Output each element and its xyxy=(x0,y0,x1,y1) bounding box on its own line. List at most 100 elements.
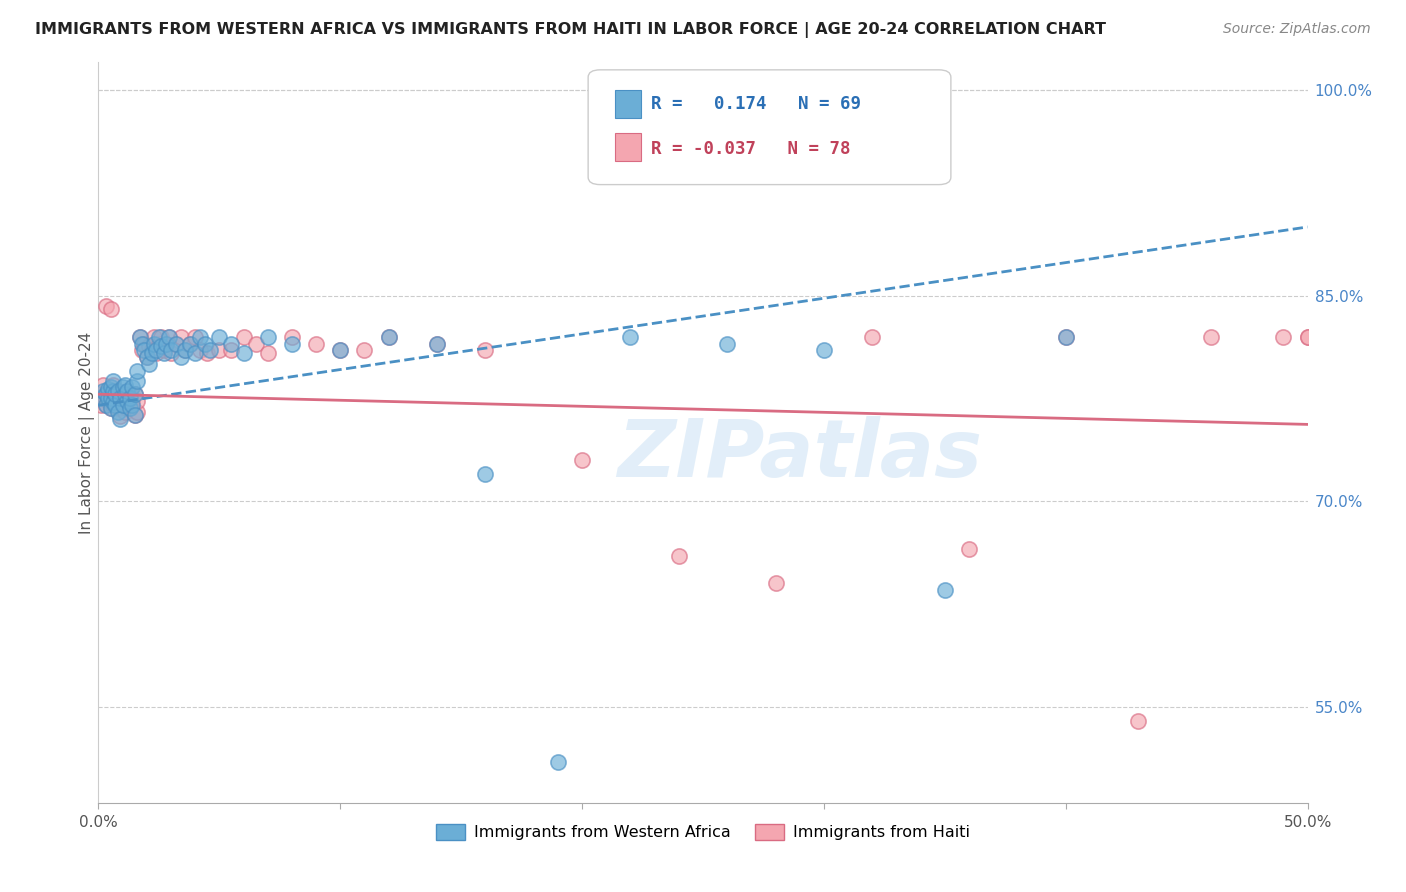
Point xyxy=(90,398,112,412)
Point xyxy=(208,329,231,343)
Point xyxy=(329,343,352,358)
Point xyxy=(94,387,117,401)
Point xyxy=(114,387,136,401)
Point xyxy=(150,339,173,353)
Point xyxy=(104,385,127,400)
Point xyxy=(145,343,167,358)
Point xyxy=(127,405,149,419)
Point xyxy=(377,329,399,343)
Point xyxy=(143,336,166,351)
Point xyxy=(107,384,129,399)
Point xyxy=(114,394,136,409)
Point xyxy=(155,336,177,351)
Point xyxy=(221,343,243,358)
Point xyxy=(377,329,399,343)
Point xyxy=(94,398,117,412)
Point xyxy=(104,398,127,412)
Point xyxy=(619,329,641,343)
Point xyxy=(188,329,211,343)
Point xyxy=(118,398,141,412)
Point xyxy=(1128,714,1150,728)
Point xyxy=(174,343,197,358)
Point xyxy=(169,329,191,343)
Point xyxy=(108,387,131,401)
Point xyxy=(107,392,129,406)
Point xyxy=(165,336,187,351)
Point xyxy=(101,398,124,412)
Point xyxy=(111,398,134,412)
Point xyxy=(174,343,197,358)
Point xyxy=(765,576,787,591)
Point xyxy=(281,329,304,343)
Point xyxy=(128,329,150,343)
Point xyxy=(165,336,187,351)
Point xyxy=(1054,329,1077,343)
Point xyxy=(860,329,883,343)
Point xyxy=(131,343,153,358)
Point xyxy=(329,343,352,358)
Point xyxy=(143,329,166,343)
Point xyxy=(91,392,114,406)
Point xyxy=(281,336,304,351)
Point xyxy=(127,374,149,388)
Point xyxy=(111,387,134,401)
Point xyxy=(1296,329,1319,343)
Point xyxy=(127,394,149,409)
Point xyxy=(104,387,127,401)
Point xyxy=(108,409,131,424)
Point xyxy=(134,336,156,351)
Point xyxy=(131,336,153,351)
Point xyxy=(135,350,157,364)
Point xyxy=(97,382,120,396)
Point xyxy=(571,453,593,467)
Point xyxy=(118,401,141,415)
Point xyxy=(188,343,211,358)
Point xyxy=(179,336,201,351)
Point xyxy=(118,387,141,401)
Point xyxy=(114,405,136,419)
Point xyxy=(813,343,835,358)
Point xyxy=(157,329,180,343)
Point xyxy=(107,405,129,419)
Point xyxy=(127,364,149,378)
Point xyxy=(100,302,122,317)
Text: R =   0.174   N = 69: R = 0.174 N = 69 xyxy=(651,95,860,113)
Point xyxy=(138,357,160,371)
Point xyxy=(121,394,143,409)
Point xyxy=(90,392,112,406)
Point xyxy=(114,377,136,392)
Point xyxy=(152,343,174,358)
FancyBboxPatch shape xyxy=(614,133,641,161)
Point xyxy=(957,542,980,557)
Point xyxy=(474,467,496,481)
Point xyxy=(1199,329,1222,343)
Point xyxy=(101,395,124,409)
Point xyxy=(104,395,127,409)
Point xyxy=(668,549,690,563)
Point xyxy=(245,336,267,351)
Point xyxy=(232,329,254,343)
Point xyxy=(97,392,120,406)
Point xyxy=(426,336,449,351)
Point xyxy=(101,377,124,392)
Point xyxy=(169,350,191,364)
Point xyxy=(124,408,146,422)
Point xyxy=(121,380,143,394)
FancyBboxPatch shape xyxy=(588,70,950,185)
Point xyxy=(91,384,114,399)
Point xyxy=(232,346,254,360)
Point xyxy=(716,336,738,351)
Point xyxy=(157,329,180,343)
Point xyxy=(117,392,139,406)
Point xyxy=(128,329,150,343)
Point xyxy=(221,336,243,351)
Point xyxy=(121,398,143,412)
Point xyxy=(145,346,167,360)
Point xyxy=(305,336,328,351)
Point xyxy=(101,387,124,401)
Point xyxy=(94,398,117,412)
Text: R = -0.037   N = 78: R = -0.037 N = 78 xyxy=(651,139,851,158)
Point xyxy=(141,343,163,358)
Point xyxy=(155,336,177,351)
Point xyxy=(97,384,120,399)
